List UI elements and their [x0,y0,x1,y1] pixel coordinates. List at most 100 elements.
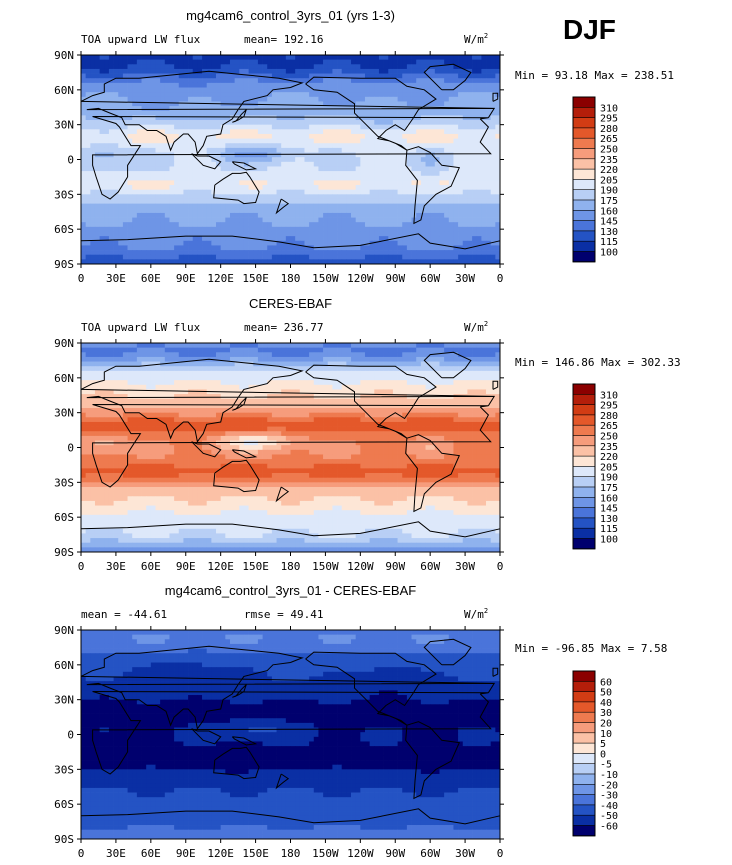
panel1-map-cell [136,212,142,218]
panel1-map-cell [257,185,263,191]
panel1-map-cell [351,110,357,116]
panel1-map-cell [174,147,180,153]
panel1-map-cell [346,147,352,153]
panel1-map-cell [309,143,315,149]
panel1-map-cell [439,124,445,130]
panel1-map-cell [206,166,212,172]
panel1-map-cell [406,180,412,186]
panel1-map-cell [364,152,370,158]
panel1-map-cell [406,147,412,153]
panel1-map-cell [323,68,329,74]
panel1-map-cell [360,250,366,256]
panel2-map-cell [486,352,492,358]
panel1-map-cell [285,143,291,149]
panel1-map-cell [304,259,310,265]
panel1-map-cell [388,55,394,60]
panel1-map-cell [136,82,142,88]
panel1-map-cell [160,222,166,228]
panel1-map-cell [462,171,468,177]
panel1-map-cell [220,166,226,172]
panel1-map-cell [495,129,501,135]
panel1-map-cell [281,250,287,256]
panel1-map-cell [406,82,412,88]
panel1-map-cell [85,254,91,260]
panel1-map-cell [169,240,175,246]
panel1-map-cell [146,115,152,121]
panel1-map-cell [94,203,100,209]
panel1-map-cell [141,92,147,98]
panel1-map-cell [206,161,212,167]
panel1-map-cell [234,92,240,98]
panel1-map-cell [220,64,226,70]
panel1-map-cell [197,106,203,112]
panel1-map-cell [332,254,338,260]
panel1-map-cell [341,124,347,130]
panel1-map-cell [299,259,305,265]
panel1-map-cell [327,171,333,177]
panel1-map-cell [188,250,194,256]
panel1-map-cell [169,259,175,265]
panel1-map-cell [360,55,366,60]
panel1-map-cell [490,259,496,265]
panel1-map-cell [439,78,445,84]
panel1-map-cell [453,92,459,98]
panel1-map-cell [262,189,268,195]
panel1-map-cell [323,96,329,102]
panel1-map-cell [476,240,482,246]
panel1-map-cell [467,92,473,98]
panel1-map-cell [290,208,296,214]
panel1-map-cell [262,245,268,251]
panel1-map-cell [420,231,426,237]
panel1-map-cell [178,143,184,149]
panel2-map-cell [323,361,329,367]
panel1-map-cell [164,166,170,172]
panel1-map-cell [267,82,273,88]
panel2-map-cell [169,352,175,358]
panel1-map-cell [127,147,133,153]
panel1-map-cell [290,110,296,116]
panel1-map-cell [295,245,301,251]
panel1-map-cell [472,240,478,246]
panel1-map-cell [397,171,403,177]
panel1-map-cell [388,143,394,149]
panel2-map-cell [313,352,319,358]
panel1-map-cell [448,236,454,242]
panel2-map-cell [490,343,496,348]
panel1-map-cell [239,189,245,195]
panel1-map-cell [434,259,440,265]
panel1-map-cell [360,120,366,126]
panel1-map-cell [462,203,468,209]
panel2-map-cell [113,370,119,376]
panel2-map-cell [439,356,445,362]
panel1-map-cell [402,73,408,79]
panel1-map-cell [155,59,161,65]
panel1-map-cell [229,189,235,195]
panel2-map-cell [85,370,91,376]
panel2-map-cell [202,343,208,348]
panel1-map-cell [183,161,189,167]
panel1-map-cell [155,175,161,181]
panel1-map-cell [155,180,161,186]
panel1-map-cell [290,96,296,102]
panel2-map-cell [332,375,338,381]
panel1-map-cell [141,106,147,112]
panel1-map-cell [262,161,268,167]
panel1-map-cell [416,175,422,181]
panel1-map-cell [388,198,394,204]
panel1-map-cell [81,222,87,228]
panel1-map-cell [453,175,459,181]
panel1-map-cell [434,212,440,218]
panel1-map-cell [132,245,138,251]
panel2-map-cell [388,366,394,372]
panel1-map-cell [271,212,277,218]
panel1-map-cell [364,194,370,200]
panel1-map-cell [486,87,492,93]
panel2-map-cell [234,343,240,348]
panel1-map-cell [313,120,319,126]
panel1-map-cell [299,166,305,172]
panel1-map-cell [448,245,454,251]
panel1-map-cell [309,138,315,144]
panel1-map-cell [462,92,468,98]
panel1-map-cell [146,203,152,209]
panel1-map-cell [467,129,473,135]
